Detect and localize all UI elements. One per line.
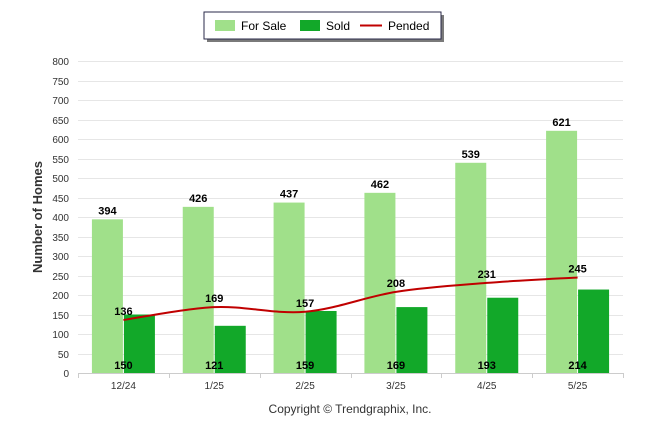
data-label-sold: 150 bbox=[114, 360, 132, 372]
bar-sold bbox=[214, 325, 246, 373]
y-tick-label: 150 bbox=[52, 311, 69, 322]
data-label-for-sale: 462 bbox=[371, 179, 389, 191]
data-label-for-sale: 437 bbox=[280, 189, 298, 201]
y-tick-label: 250 bbox=[52, 272, 69, 283]
gridlines bbox=[78, 61, 623, 355]
y-tick-label: 800 bbox=[52, 57, 69, 68]
y-tick-label: 550 bbox=[52, 155, 69, 166]
y-axis-ticks: 0 50 100 150 200 250 300 350 400 450 500 550 600 650 7… bbox=[52, 57, 69, 380]
y-tick-label: 650 bbox=[52, 116, 69, 127]
data-label-pended: 157 bbox=[296, 298, 314, 310]
x-tick-label: 12/24 bbox=[111, 381, 136, 392]
legend-box bbox=[203, 11, 442, 40]
y-tick-label: 100 bbox=[52, 330, 69, 341]
y-tick-label: 350 bbox=[52, 233, 69, 244]
legend: For Sale Sold Pended bbox=[203, 11, 444, 42]
data-label-for-sale: 621 bbox=[552, 117, 570, 129]
y-tick-label: 400 bbox=[52, 213, 69, 224]
legend-swatch-sold bbox=[300, 20, 320, 31]
data-label-for-sale: 539 bbox=[462, 149, 480, 161]
x-tick-label: 4/25 bbox=[477, 381, 497, 392]
bar-for-sale bbox=[455, 162, 487, 373]
legend-label-pended: Pended bbox=[388, 19, 429, 33]
bar-sold bbox=[123, 314, 155, 373]
y-tick-label: 200 bbox=[52, 291, 69, 302]
x-axis-ticks: 12/24 1/25 2/25 3/25 4/25 5/25 bbox=[78, 373, 624, 392]
x-tick-label: 2/25 bbox=[295, 381, 315, 392]
y-tick-label: 50 bbox=[58, 350, 70, 361]
copyright-credit: Copyright © Trendgraphix, Inc. bbox=[269, 402, 432, 416]
legend-label-sold: Sold bbox=[326, 19, 350, 33]
y-axis-title: Number of Homes bbox=[30, 161, 45, 273]
bar-sold bbox=[487, 297, 519, 373]
x-tick-label: 3/25 bbox=[386, 381, 406, 392]
bar-sold bbox=[305, 310, 337, 373]
bar-sold bbox=[396, 307, 428, 373]
data-label-pended: 136 bbox=[114, 306, 132, 318]
pended-line bbox=[123, 276, 578, 321]
data-label-for-sale: 426 bbox=[189, 193, 207, 205]
y-tick-label: 500 bbox=[52, 174, 69, 185]
data-label-sold: 121 bbox=[205, 360, 223, 372]
x-tick-label: 1/25 bbox=[205, 381, 225, 392]
bar-for-sale bbox=[273, 202, 305, 373]
x-tick-label: 5/25 bbox=[568, 381, 588, 392]
pended-line-series bbox=[123, 276, 578, 321]
data-label-for-sale: 394 bbox=[98, 205, 117, 217]
y-tick-label: 0 bbox=[63, 369, 69, 380]
legend-label-for-sale: For Sale bbox=[241, 19, 287, 33]
bar-for-sale bbox=[364, 192, 396, 373]
data-label-pended: 231 bbox=[478, 269, 496, 281]
data-label-pended: 208 bbox=[387, 278, 405, 290]
legend-swatch-for-sale bbox=[215, 20, 235, 31]
data-label-pended: 169 bbox=[205, 293, 223, 305]
data-label-sold: 159 bbox=[296, 360, 314, 372]
y-tick-label: 300 bbox=[52, 252, 69, 263]
data-label-sold: 193 bbox=[478, 360, 496, 372]
y-tick-label: 750 bbox=[52, 77, 69, 88]
bar-sold bbox=[578, 289, 610, 373]
data-label-sold: 169 bbox=[387, 360, 405, 372]
data-label-sold: 214 bbox=[568, 360, 587, 372]
bar-for-sale bbox=[182, 206, 214, 373]
bar-for-sale bbox=[546, 130, 578, 373]
bar-for-sale bbox=[91, 219, 123, 373]
data-labels: 394 136 150 426 169 121 437 157 159 462 208 169 539 2… bbox=[98, 117, 587, 372]
bars bbox=[91, 130, 610, 373]
y-tick-label: 600 bbox=[52, 135, 69, 146]
y-tick-label: 700 bbox=[52, 96, 69, 107]
y-tick-label: 450 bbox=[52, 194, 69, 205]
data-label-pended: 245 bbox=[568, 263, 586, 275]
